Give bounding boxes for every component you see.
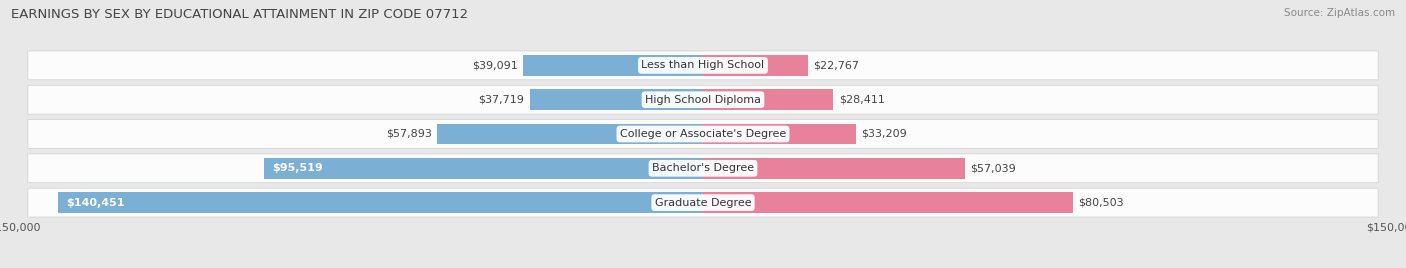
- FancyBboxPatch shape: [28, 188, 1378, 217]
- FancyBboxPatch shape: [28, 120, 1378, 148]
- Bar: [703, 158, 965, 178]
- Bar: [703, 90, 834, 110]
- Text: $22,767: $22,767: [813, 60, 859, 70]
- Text: $57,893: $57,893: [385, 129, 432, 139]
- Text: Bachelor's Degree: Bachelor's Degree: [652, 163, 754, 173]
- Bar: [703, 55, 807, 76]
- Text: $57,039: $57,039: [970, 163, 1017, 173]
- Text: $39,091: $39,091: [472, 60, 517, 70]
- FancyBboxPatch shape: [28, 51, 1378, 80]
- Bar: [437, 124, 703, 144]
- Text: $37,719: $37,719: [478, 95, 524, 105]
- Bar: [703, 124, 855, 144]
- Bar: [530, 90, 703, 110]
- FancyBboxPatch shape: [28, 85, 1378, 114]
- Bar: [58, 192, 703, 213]
- Text: High School Diploma: High School Diploma: [645, 95, 761, 105]
- Text: $28,411: $28,411: [839, 95, 884, 105]
- Text: $80,503: $80,503: [1078, 198, 1123, 208]
- Text: Graduate Degree: Graduate Degree: [655, 198, 751, 208]
- Text: College or Associate's Degree: College or Associate's Degree: [620, 129, 786, 139]
- Text: $95,519: $95,519: [273, 163, 323, 173]
- Text: $33,209: $33,209: [860, 129, 907, 139]
- Bar: [703, 192, 1073, 213]
- Bar: [264, 158, 703, 178]
- Text: $140,451: $140,451: [66, 198, 125, 208]
- Bar: [523, 55, 703, 76]
- FancyBboxPatch shape: [28, 154, 1378, 183]
- Text: Less than High School: Less than High School: [641, 60, 765, 70]
- Text: Source: ZipAtlas.com: Source: ZipAtlas.com: [1284, 8, 1395, 18]
- Text: EARNINGS BY SEX BY EDUCATIONAL ATTAINMENT IN ZIP CODE 07712: EARNINGS BY SEX BY EDUCATIONAL ATTAINMEN…: [11, 8, 468, 21]
